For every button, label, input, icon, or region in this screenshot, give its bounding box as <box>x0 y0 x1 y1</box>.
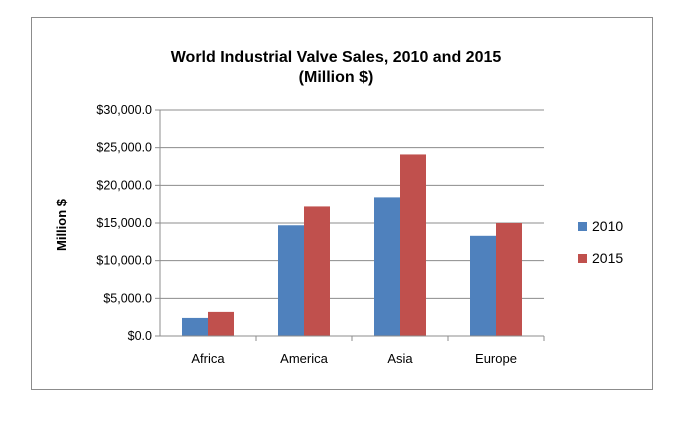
y-tick-label: $30,000.0 <box>96 103 152 117</box>
y-axis-label: Million $ <box>54 198 69 251</box>
y-tick-label: $15,000.0 <box>96 216 152 230</box>
chart-title-line-1: World Industrial Valve Sales, 2010 and 2… <box>171 49 502 66</box>
bar-africa-2015 <box>208 311 234 336</box>
legend-label-2010: 2010 <box>592 218 623 234</box>
y-tick-label: $25,000.0 <box>96 141 152 155</box>
y-tick-label: $20,000.0 <box>96 178 152 192</box>
x-tick-label: Asia <box>387 351 413 366</box>
bar-europe-2010 <box>470 235 496 336</box>
bar-america-2010 <box>278 225 304 336</box>
legend-swatch-2015 <box>578 254 587 263</box>
y-tick-label: $5,000.0 <box>103 291 152 305</box>
chart-frame: World Industrial Valve Sales, 2010 and 2… <box>31 17 653 390</box>
chart-svg: World Industrial Valve Sales, 2010 and 2… <box>54 49 623 366</box>
y-tick-label: $0.0 <box>128 329 152 343</box>
x-tick-label: Europe <box>475 351 517 366</box>
bar-america-2015 <box>304 206 330 336</box>
x-tick-label: America <box>280 351 328 366</box>
x-tick-label: Africa <box>191 351 225 366</box>
chart-title-line-2: (Million $) <box>299 69 374 86</box>
bar-asia-2010 <box>374 197 400 336</box>
bar-africa-2010 <box>182 317 208 336</box>
y-tick-label: $10,000.0 <box>96 254 152 268</box>
bar-europe-2015 <box>496 223 522 336</box>
legend-label-2015: 2015 <box>592 250 623 266</box>
bar-asia-2015 <box>400 154 426 336</box>
legend-swatch-2010 <box>578 222 587 231</box>
